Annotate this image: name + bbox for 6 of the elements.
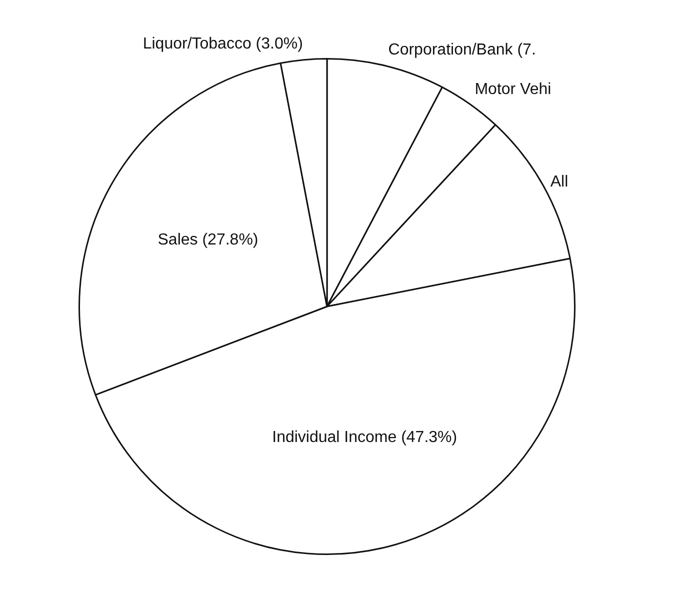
slice-label: All	[550, 173, 568, 190]
slice-label: Corporation/Bank (7.	[388, 42, 536, 59]
slice-label: Individual Income (47.3%)	[272, 428, 458, 446]
slice-label: Liquor/Tobacco (3.0%)	[142, 35, 303, 52]
slice-label: Motor Vehi	[474, 81, 552, 98]
slice-label: Sales (27.8%)	[158, 232, 258, 249]
